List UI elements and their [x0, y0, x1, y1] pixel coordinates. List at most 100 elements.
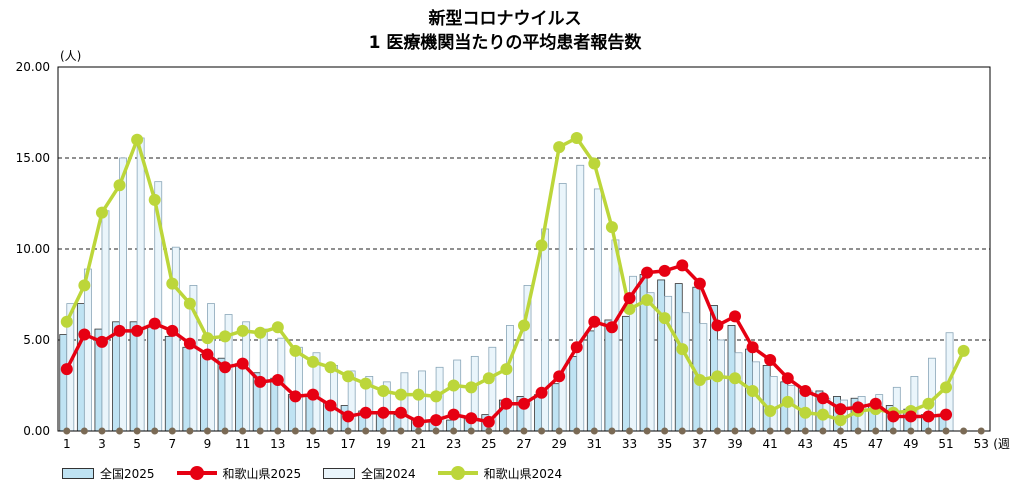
bar-national-2025: [586, 330, 595, 432]
point-wakayama-2024: [588, 157, 601, 170]
x-tick-label: 9: [204, 437, 212, 451]
baseline-dot: [872, 427, 880, 435]
baseline-dot: [696, 427, 704, 435]
bar-national-2025: [270, 377, 279, 432]
point-wakayama-2025: [447, 408, 460, 421]
baseline-dot: [749, 427, 757, 435]
point-wakayama-2025: [693, 277, 706, 290]
legend-swatch-national-2024: [323, 467, 356, 479]
x-tick-label: 27: [516, 437, 531, 451]
point-wakayama-2025: [535, 386, 548, 399]
legend-label-national-2024: 全国2024: [361, 466, 416, 481]
bar-national-2024: [734, 352, 743, 432]
point-wakayama-2024: [781, 395, 794, 408]
baseline-dot: [98, 427, 106, 435]
point-wakayama-2024: [641, 293, 654, 306]
bar-national-2025: [305, 396, 314, 432]
x-tick-label: 51: [938, 437, 953, 451]
x-tick-label: 1: [63, 437, 71, 451]
x-tick-label: 17: [341, 437, 356, 451]
point-wakayama-2025: [922, 410, 935, 423]
baseline-dot: [414, 427, 422, 435]
bar-national-2024: [787, 385, 796, 432]
bar-national-2025: [59, 334, 68, 432]
point-wakayama-2025: [834, 403, 847, 416]
point-wakayama-2025: [289, 390, 302, 403]
x-tick-label: 43: [798, 437, 813, 451]
x-tick-label: 41: [763, 437, 778, 451]
baseline-dot: [784, 427, 792, 435]
bar-national-2024: [506, 325, 514, 432]
chart-title: 新型コロナウイルス: [428, 9, 582, 29]
point-wakayama-2024: [746, 384, 759, 397]
bar-national-2024: [910, 375, 919, 432]
baseline-dot: [626, 427, 634, 435]
bar-national-2024: [119, 157, 127, 432]
baseline-dot: [309, 427, 317, 435]
y-axis-label: (人): [60, 49, 81, 63]
baseline-dot: [661, 427, 669, 435]
baseline-dot: [555, 427, 563, 435]
point-wakayama-2024: [518, 319, 530, 332]
bar-national-2024: [242, 321, 251, 432]
bar-national-2024: [576, 164, 585, 432]
point-wakayama-2025: [166, 324, 179, 337]
y-tick-label: 0.00: [23, 424, 50, 438]
point-wakayama-2025: [430, 414, 443, 427]
point-wakayama-2025: [869, 397, 882, 410]
point-wakayama-2024: [306, 355, 319, 368]
baseline-dot: [837, 427, 845, 435]
bar-national-2025: [674, 283, 683, 432]
bar-national-2024: [558, 183, 567, 432]
baseline-dot: [450, 427, 458, 435]
point-wakayama-2024: [60, 315, 73, 328]
baseline-dot: [274, 427, 282, 435]
point-wakayama-2024: [676, 343, 689, 356]
x-tick-label: 49: [903, 437, 918, 451]
x-tick-label: 45: [833, 437, 848, 451]
point-wakayama-2024: [447, 379, 460, 392]
bar-national-2025: [76, 303, 85, 432]
point-wakayama-2024: [729, 372, 742, 385]
point-wakayama-2024: [131, 133, 144, 146]
point-wakayama-2024: [289, 344, 302, 357]
point-wakayama-2025: [324, 399, 337, 412]
baseline-dot: [485, 427, 493, 435]
x-tick-label: 47: [868, 437, 883, 451]
bar-national-2024: [593, 188, 602, 432]
point-wakayama-2024: [219, 330, 232, 343]
point-wakayama-2025: [342, 410, 355, 423]
y-tick-label: 10.00: [16, 242, 50, 256]
bar-national-2025: [235, 363, 244, 432]
legend-label-national-2025: 全国2025: [100, 466, 155, 481]
point-wakayama-2025: [359, 406, 372, 419]
point-wakayama-2024: [254, 326, 267, 339]
baseline-dot: [924, 427, 932, 435]
series-line-wakayama-2024: [65, 136, 966, 422]
point-wakayama-2025: [904, 410, 917, 423]
point-wakayama-2024: [201, 332, 214, 345]
x-tick-label: 7: [168, 437, 176, 451]
baseline-dot: [889, 427, 897, 435]
point-wakayama-2024: [183, 297, 196, 310]
baseline-dot: [291, 427, 299, 435]
bar-national-2025: [569, 355, 578, 432]
baseline-dot: [362, 427, 370, 435]
baseline-dot: [942, 427, 950, 435]
point-wakayama-2025: [412, 415, 425, 428]
point-wakayama-2025: [482, 415, 495, 428]
point-wakayama-2024: [799, 406, 812, 419]
baseline-dot: [63, 427, 71, 435]
bar-national-2025: [604, 319, 613, 432]
point-wakayama-2024: [394, 388, 407, 401]
bar-national-2024: [83, 268, 92, 432]
baseline-dot: [590, 427, 598, 435]
point-wakayama-2025: [711, 319, 724, 332]
baseline-dot: [239, 427, 247, 435]
point-wakayama-2025: [377, 406, 390, 419]
baseline-dot: [573, 427, 581, 435]
point-wakayama-2025: [676, 259, 689, 272]
baseline-dot: [819, 427, 827, 435]
point-wakayama-2024: [711, 370, 724, 383]
point-wakayama-2025: [605, 321, 618, 334]
